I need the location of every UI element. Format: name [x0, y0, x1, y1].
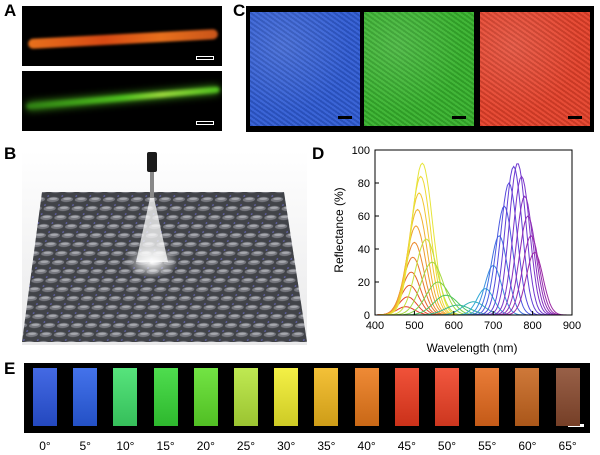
color-swatch: [354, 368, 379, 426]
angle-label: 0°: [39, 439, 51, 453]
y-tick-label: 0: [364, 310, 370, 322]
scale-bar: [452, 116, 466, 119]
panel-label-a: A: [4, 1, 17, 20]
angle-label: 25°: [236, 439, 256, 453]
angle-color-strip: [24, 363, 590, 433]
spectrum-line: [375, 192, 572, 316]
color-swatch: [73, 368, 98, 426]
angle-label: 15°: [156, 439, 175, 453]
plot-frame: [374, 149, 573, 316]
angle-label: 35°: [317, 439, 336, 453]
y-tick-label: 100: [352, 145, 370, 157]
scale-bar: [568, 116, 582, 119]
y-tick-label: 20: [358, 277, 370, 289]
x-tick-label: 600: [445, 320, 463, 332]
color-swatch: [475, 368, 500, 426]
blue-tile: [250, 12, 360, 126]
spectrum-line: [375, 195, 572, 316]
x-tick-label: 900: [563, 320, 581, 332]
x-tick-label: 400: [366, 320, 384, 332]
color-tiles-panel: [246, 6, 594, 132]
scale-bar: [196, 56, 214, 60]
panel-label-c: C: [233, 1, 246, 20]
angle-label: 10°: [116, 439, 135, 453]
angle-label: 40°: [357, 439, 376, 453]
green-fiber: [26, 86, 220, 110]
x-axis-label: Wavelength (nm): [427, 341, 518, 355]
color-swatch: [193, 368, 218, 426]
green-tile: [364, 12, 474, 126]
spectra-group: [375, 162, 572, 316]
fiber-array-illustration: [22, 150, 307, 345]
y-tick-label: 80: [358, 178, 370, 190]
laser-source: [147, 152, 157, 172]
x-tick-label: 800: [523, 320, 541, 332]
angle-label: 65°: [558, 439, 577, 453]
color-swatch: [435, 368, 459, 426]
color-swatch: [314, 368, 339, 426]
x-tick-label: 700: [484, 320, 502, 332]
color-swatch: [234, 368, 258, 426]
color-swatch: [555, 368, 580, 426]
spectrum-line: [375, 215, 572, 316]
color-swatch: [113, 368, 138, 426]
light-spot: [126, 246, 178, 278]
x-tick-label: 500: [405, 320, 423, 332]
reflectance-chart: Reflectance (%) Wavelength (nm) 400 500 60…: [332, 145, 582, 355]
color-swatch: [394, 368, 419, 426]
color-swatch: [515, 368, 540, 426]
orange-fiber: [27, 29, 219, 49]
angle-label: 30°: [277, 439, 296, 453]
panel-label-b: B: [4, 144, 17, 163]
fiber-image-green: [22, 71, 222, 131]
spectrum-line: [375, 205, 572, 316]
spectrum-line: [375, 208, 572, 316]
angle-label: 50°: [437, 439, 457, 453]
angle-label: 5°: [79, 439, 91, 453]
angle-label: 55°: [478, 439, 497, 453]
scale-bar: [196, 121, 214, 125]
panel-label-d: D: [312, 144, 325, 163]
y-axis-label: Reflectance (%): [332, 187, 346, 272]
angle-label: 20°: [196, 439, 215, 453]
laser-nozzle: [150, 172, 154, 198]
angle-label: 45°: [397, 439, 416, 453]
y-tick-label: 60: [358, 211, 370, 223]
angle-label: 60°: [518, 439, 537, 453]
red-tile: [480, 12, 590, 126]
scale-bar: [338, 116, 352, 119]
color-swatch: [274, 368, 299, 426]
light-beam: [136, 198, 168, 262]
color-swatch: [153, 368, 178, 426]
color-swatch: [33, 368, 57, 426]
panel-label-e: E: [4, 359, 16, 378]
y-tick-label: 40: [358, 244, 370, 256]
fiber-image-orange: [22, 6, 222, 66]
axes: 400 500 600 700 800 900 0 20 40 60 80 100: [352, 145, 582, 332]
